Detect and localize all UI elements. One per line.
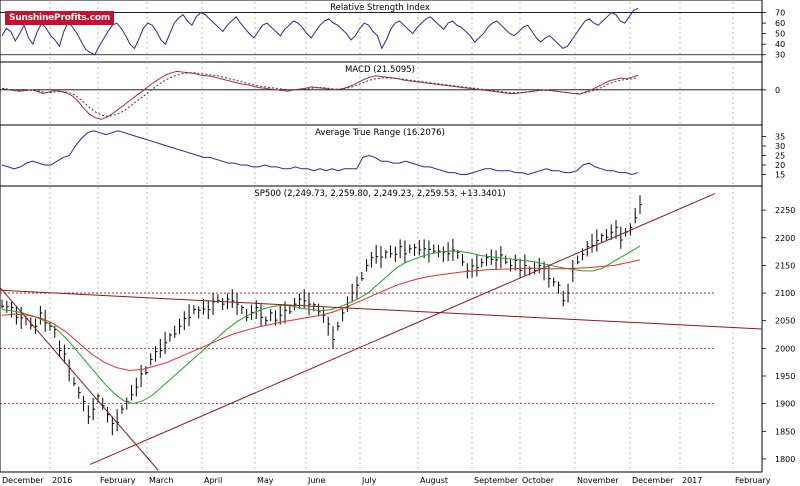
x-tick-label: December <box>632 476 674 485</box>
rsi-series <box>1 7 639 56</box>
axis-labels: December 2016 February March April May June Jul… <box>2 9 795 485</box>
x-tick-label: 2016 <box>52 476 72 485</box>
macd-series <box>1 70 639 120</box>
x-tick-label: September <box>474 476 519 485</box>
atr-line <box>1 130 639 176</box>
rsi-title: Relative Strength Index <box>330 3 430 13</box>
y-tick-label: 1900 <box>775 400 795 409</box>
x-tick-label: June <box>307 476 326 485</box>
y-tick-label: 2000 <box>775 344 795 353</box>
y-tick-label: 70 <box>775 9 785 18</box>
x-tick-label: March <box>149 476 173 485</box>
ma-slow-line <box>1 259 641 372</box>
x-tick-label: May <box>257 476 274 485</box>
x-tick-label: April <box>204 476 222 485</box>
atr-series <box>1 130 639 176</box>
y-tick-label: 1850 <box>775 427 795 436</box>
brand-logo[interactable]: SunshineProfits.com <box>5 11 115 25</box>
x-tick-label: 2017 <box>682 476 702 485</box>
macd-signal-line <box>1 72 639 117</box>
y-tick-label: 2150 <box>775 261 795 270</box>
atr-title: Average True Range (16.2076) <box>315 128 445 138</box>
y-tick-label: 0 <box>775 86 780 95</box>
trendline <box>0 289 763 330</box>
y-tick-label: 1800 <box>775 455 795 464</box>
grid-layer <box>49 2 734 472</box>
y-tick-label: 25 <box>775 152 785 161</box>
y-tick-label: 30 <box>775 51 785 60</box>
y-tick-label: 1950 <box>775 372 795 381</box>
x-tick-label: August <box>420 476 448 485</box>
x-tick-label: November <box>577 476 619 485</box>
trendlines <box>0 193 763 471</box>
x-tick-label: February <box>100 476 136 485</box>
x-tick-label: December <box>2 476 44 485</box>
ma-fast-line <box>1 245 641 405</box>
x-tick-label: July <box>361 476 377 485</box>
moving-averages <box>1 245 641 405</box>
y-tick-label: 30 <box>775 142 785 151</box>
x-tick-label: February <box>735 476 771 485</box>
y-tick-label: 50 <box>775 30 785 39</box>
y-tick-label: 2050 <box>775 317 795 326</box>
y-tick-label: 35 <box>775 133 785 142</box>
y-tick-label: 2100 <box>775 289 795 298</box>
trendline <box>89 193 716 465</box>
y-tick-label: 60 <box>775 19 785 28</box>
trendline <box>0 287 159 471</box>
rsi-line <box>1 7 639 56</box>
y-tick-label: 2200 <box>775 234 795 243</box>
price-title: SP500 (2,249.73, 2,259.80, 2,249.23, 2,2… <box>254 189 505 199</box>
y-tick-label: 20 <box>775 161 785 170</box>
y-tick-label: 15 <box>775 171 785 180</box>
y-tick-label: 2250 <box>775 206 795 215</box>
y-tick-label: 40 <box>775 40 785 49</box>
macd-title: MACD (21.5095) <box>345 65 415 75</box>
x-tick-label: October <box>522 476 555 485</box>
